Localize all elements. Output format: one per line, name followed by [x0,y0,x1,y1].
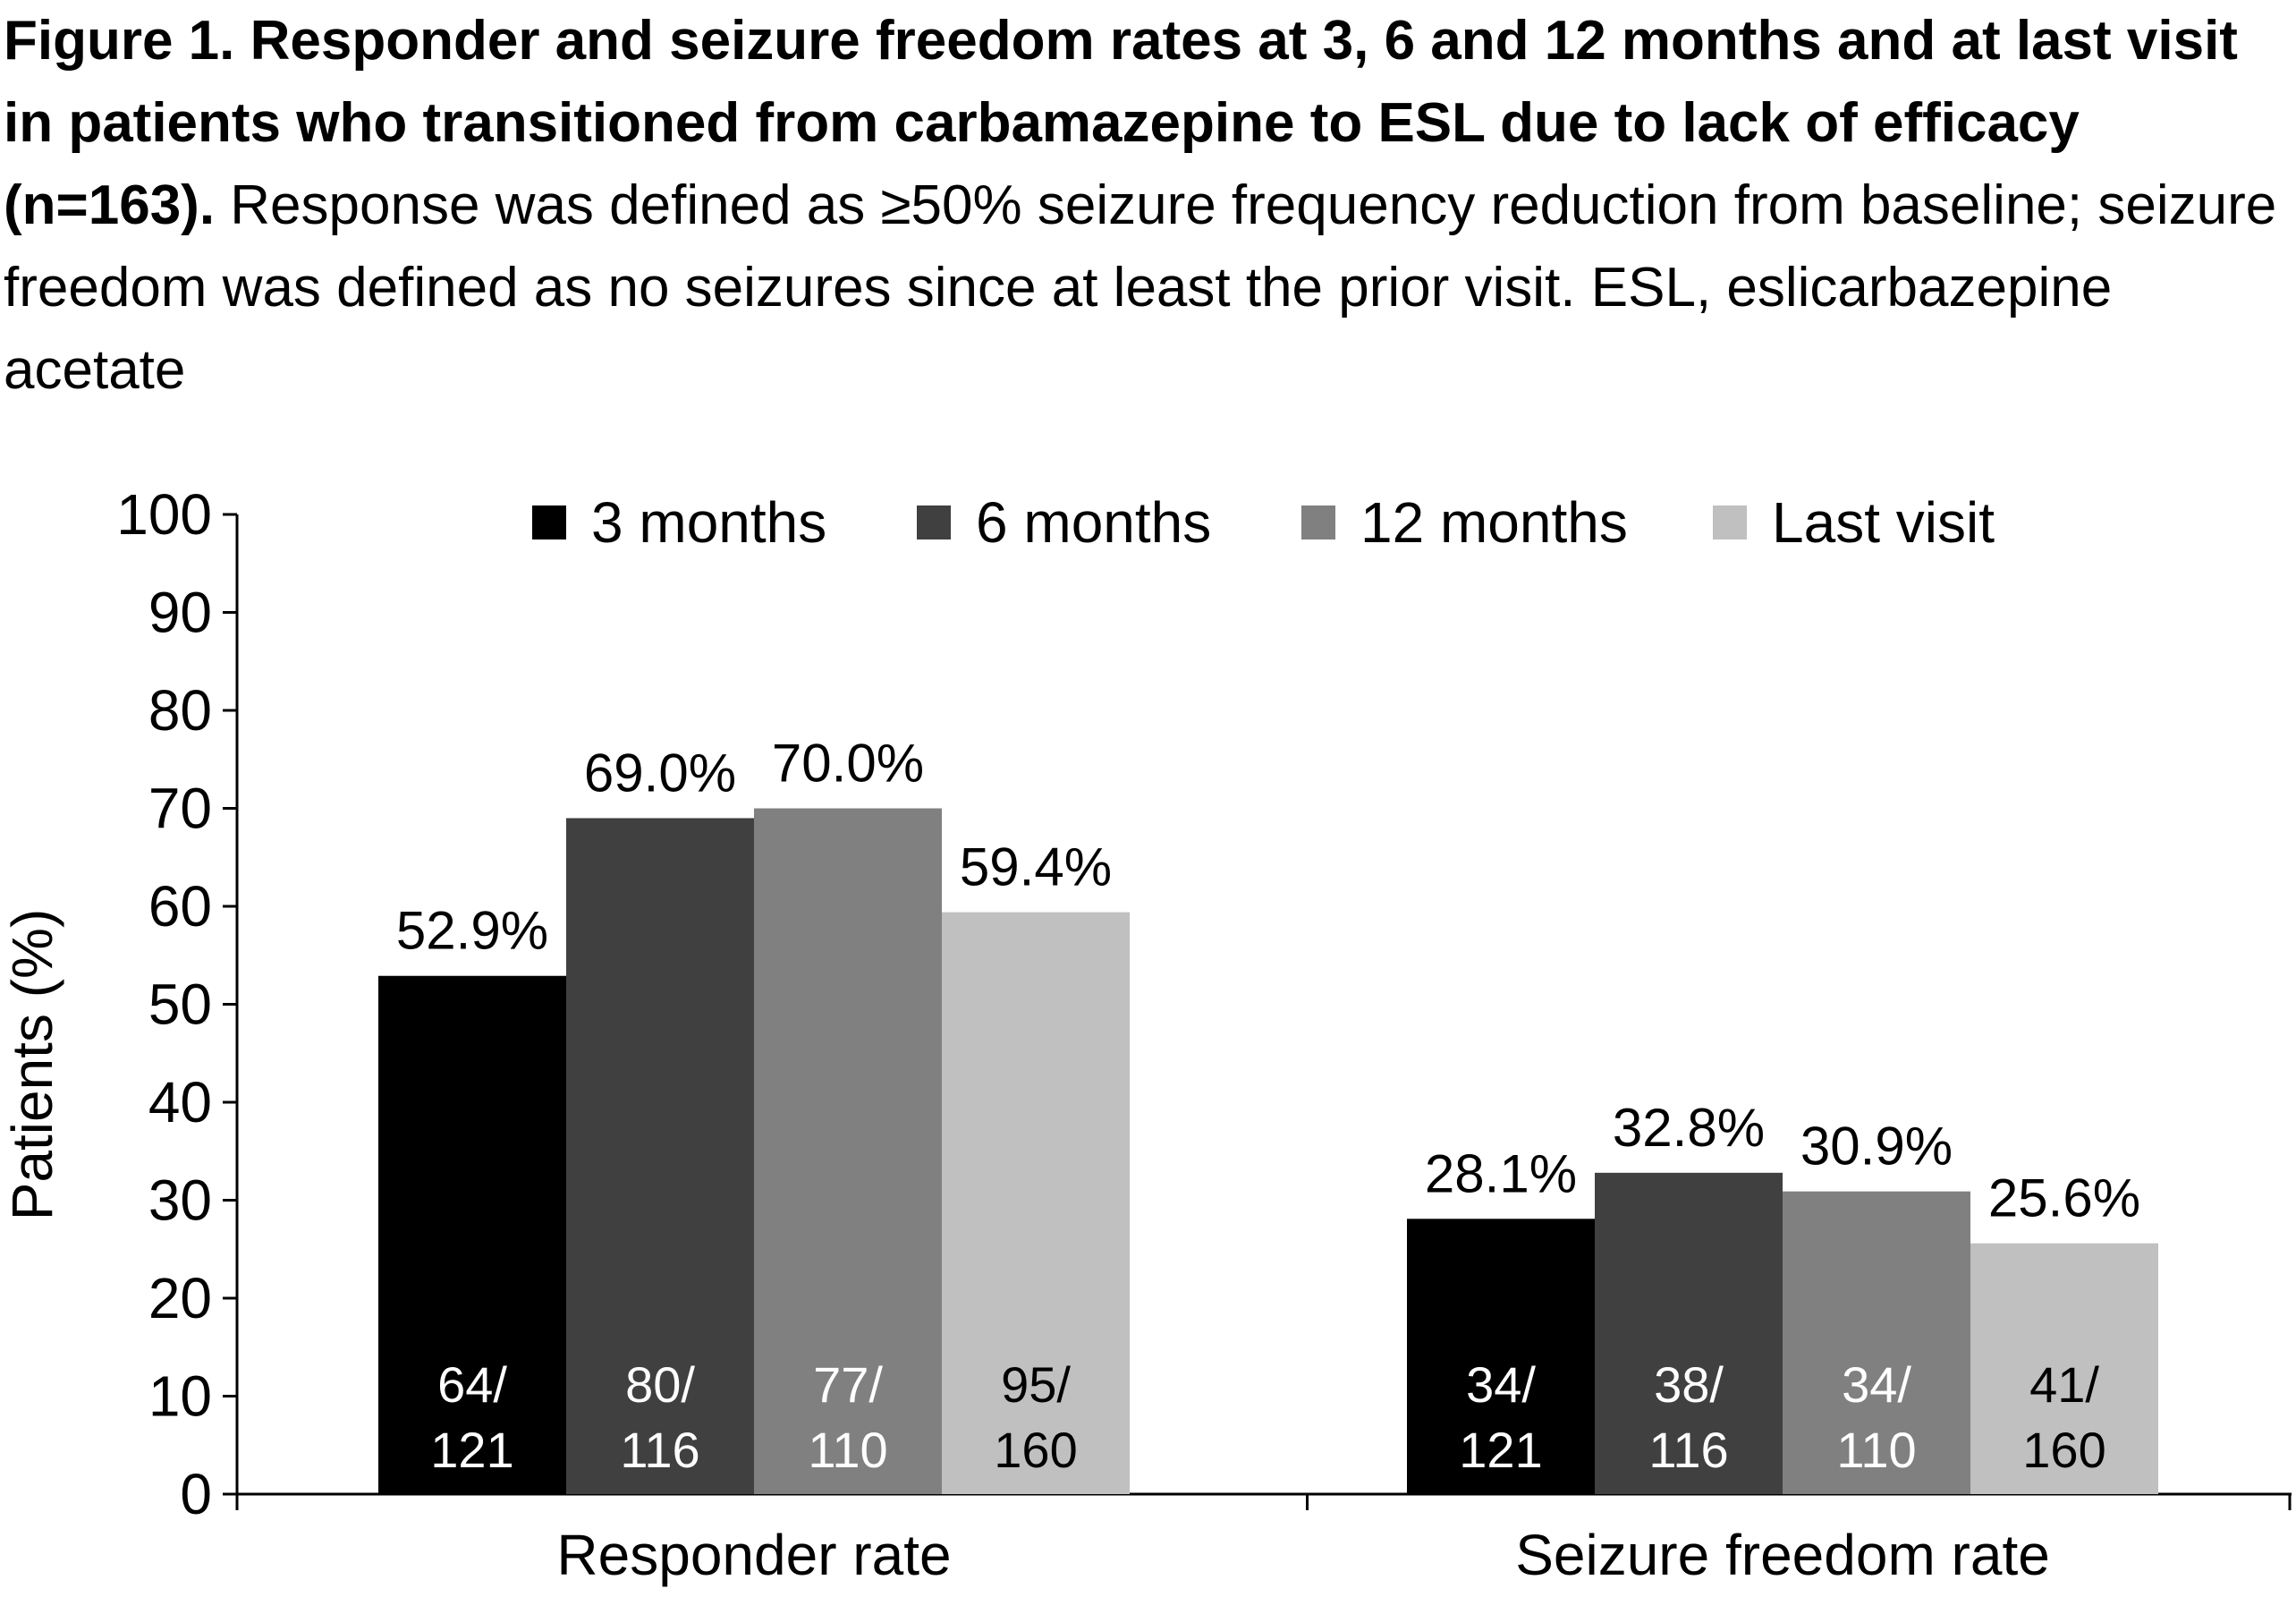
bar [1595,1172,1783,1494]
bar-count-denominator: 110 [1836,1422,1916,1478]
bar [754,808,942,1494]
bar-value-label: 59.4% [960,837,1112,897]
bar-count-numerator: 41/ [2029,1356,2099,1413]
bar-count-numerator: 80/ [625,1356,695,1413]
bar [1407,1219,1595,1494]
y-tick-label: 50 [148,973,212,1037]
caption-description: Response was defined as ≥50% seizure fre… [4,174,2277,401]
bar-count-denominator: 110 [808,1422,887,1478]
x-category-label: Responder rate [556,1523,951,1587]
bar-count-numerator: 34/ [1466,1356,1536,1413]
bar-count-numerator: 64/ [437,1356,507,1413]
bars: 52.9% 64/121 28.1% 34/121 69.0% 80/116 32.8% 38… [378,734,2158,1494]
y-tick-label: 20 [148,1266,212,1330]
bar [566,818,754,1494]
bar-count-denominator: 116 [1648,1422,1728,1478]
y-tick-label: 70 [148,777,212,841]
legend-label: Last visit [1772,490,1995,555]
y-tick-label: 0 [180,1462,212,1526]
bar-value-label: 28.1% [1425,1143,1577,1203]
x-category-label: Seizure freedom rate [1515,1523,2050,1587]
bar [1783,1191,1970,1494]
bar-count-numerator: 38/ [1654,1356,1724,1413]
y-tick-label: 80 [148,678,212,743]
y-axis-title: Patients (%) [0,909,64,1221]
legend-swatch [532,505,566,539]
bar-value-label: 69.0% [584,743,736,803]
bar [942,912,1130,1494]
bar [378,975,566,1494]
figure-caption: Figure 1. Responder and seizure freedom … [4,0,2289,412]
bar-count-denominator: 121 [430,1422,513,1478]
bar-count-denominator: 160 [994,1422,1077,1478]
bar-value-label: 32.8% [1613,1098,1765,1158]
legend-swatch [1301,505,1335,539]
legend-label: 12 months [1360,490,1628,555]
legend-swatch [917,505,951,539]
y-tick-label: 100 [116,482,212,547]
y-axis: 0 10 20 30 40 50 60 70 80 90 100 [116,482,239,1526]
y-tick-label: 10 [148,1364,212,1429]
bar-count-numerator: 77/ [813,1356,883,1413]
x-axis: Responder rate Seizure freedom rate [235,1492,2292,1587]
y-tick-label: 90 [148,581,212,645]
legend-swatch [1713,505,1747,539]
bar-value-label: 70.0% [772,734,924,794]
y-tick-label: 40 [148,1070,212,1134]
y-tick-label: 30 [148,1168,212,1233]
bar-value-label: 30.9% [1800,1117,1953,1177]
bar-count-numerator: 34/ [1842,1356,1911,1413]
bar [1970,1243,2158,1494]
bar-count-denominator: 160 [2022,1422,2105,1478]
legend-label: 3 months [591,490,826,555]
legend: 3 months 6 months 12 months Last visit [532,490,1995,555]
legend-label: 6 months [976,490,1211,555]
bar-count-denominator: 121 [1459,1422,1542,1478]
y-tick-label: 60 [148,874,212,939]
bar-count-numerator: 95/ [1001,1356,1071,1413]
bar-value-label: 25.6% [1988,1168,2140,1228]
bar-count-denominator: 116 [620,1422,699,1478]
bar-value-label: 52.9% [396,901,548,961]
caption-title: Figure 1. Responder and seizure freedom … [4,10,2238,236]
